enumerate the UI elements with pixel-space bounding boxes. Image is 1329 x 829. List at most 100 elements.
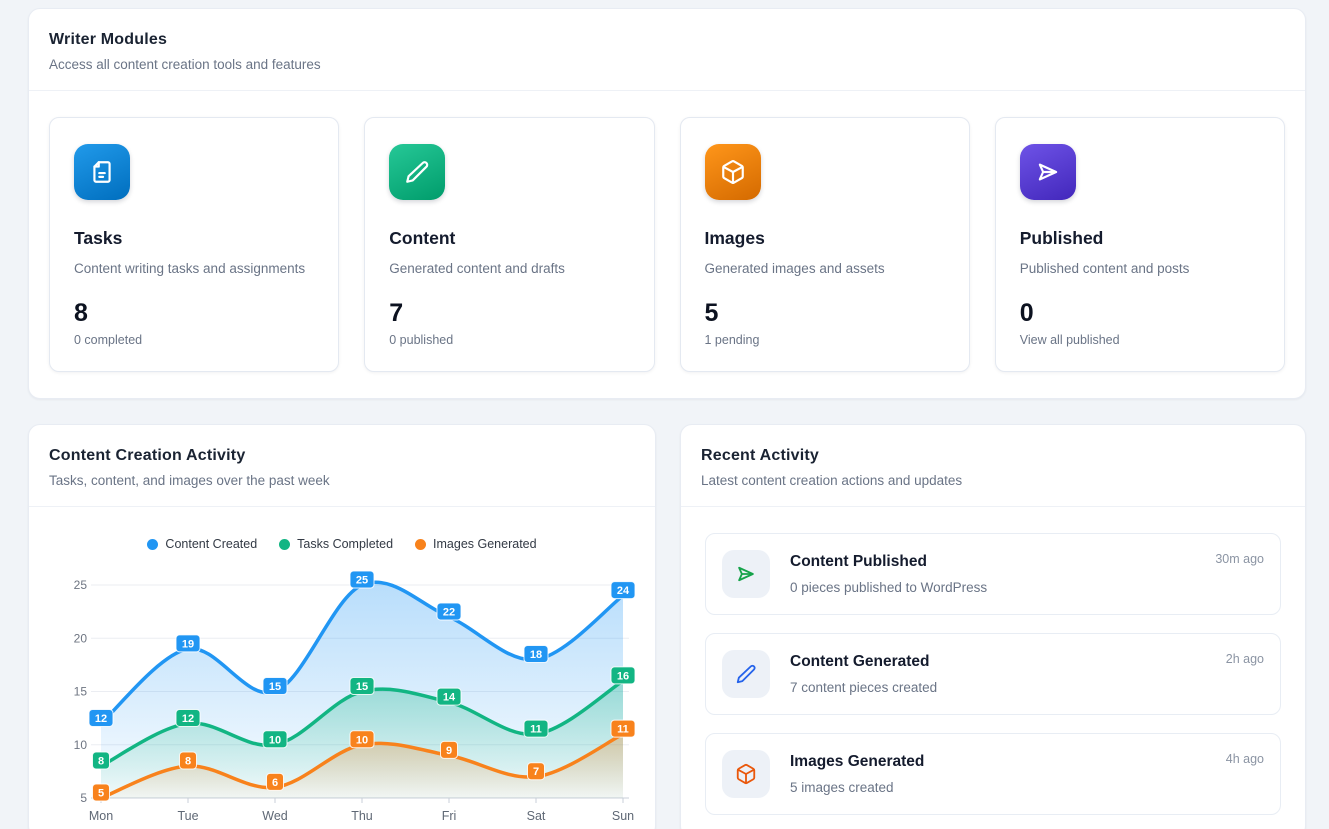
divider [681, 506, 1305, 508]
activity-item-content-published: Content Published 0 pieces published to … [705, 533, 1281, 616]
module-card-published[interactable]: Published Published content and posts 0 … [994, 117, 1285, 373]
file-icon [74, 144, 130, 200]
recent-activity-card: Recent Activity Latest content creation … [680, 424, 1306, 829]
module-count: 5 [704, 299, 719, 328]
legend-dot [415, 538, 427, 550]
svg-text:19: 19 [182, 639, 194, 651]
activity-title: Content Published [790, 553, 927, 571]
cube-icon [704, 144, 761, 200]
activity-timestamp: 4h ago [1225, 752, 1264, 767]
module-title: Published [1019, 228, 1104, 248]
activity-description: 7 content pieces created [790, 680, 938, 696]
svg-text:Mon: Mon [89, 809, 113, 823]
module-sublabel: 1 pending [704, 333, 760, 348]
svg-text:5: 5 [98, 788, 104, 800]
module-sublabel: View all published [1019, 333, 1120, 348]
module-count: 0 [1019, 299, 1034, 328]
svg-text:20: 20 [74, 631, 88, 645]
svg-text:8: 8 [98, 756, 104, 768]
writer-modules-subtitle: Access all content creation tools and fe… [49, 57, 321, 72]
activity-description: 0 pieces published to WordPress [790, 580, 988, 596]
legend-dot [279, 538, 291, 550]
activity-timestamp: 30m ago [1215, 552, 1264, 567]
svg-text:12: 12 [95, 713, 107, 725]
svg-text:15: 15 [269, 681, 281, 693]
divider [29, 506, 655, 508]
activity-chart-subtitle: Tasks, content, and images over the past… [49, 473, 330, 489]
svg-text:Sat: Sat [527, 809, 546, 823]
svg-text:Thu: Thu [351, 809, 373, 823]
activity-chart-svg: 5 10 15 20 25 Mon Tue Wed Thu Fri Sat Sun 12 19 15 25 22… [74, 570, 636, 823]
legend-dot [147, 538, 159, 550]
svg-text:14: 14 [443, 692, 456, 704]
chart-area: 5 10 15 20 25 Mon Tue Wed Thu Fri Sat Sun 12 19 15 25 22… [29, 563, 655, 829]
legend-item[interactable]: Images Generated [415, 537, 537, 551]
module-description: Generated content and drafts [389, 261, 565, 276]
cube-icon [722, 750, 770, 799]
activity-chart-header: Content Creation Activity Tasks, content… [29, 425, 655, 506]
modules-grid: Tasks Content writing tasks and assignme… [29, 91, 1305, 398]
svg-text:Fri: Fri [442, 809, 457, 823]
svg-text:16: 16 [617, 671, 629, 683]
svg-text:12: 12 [182, 713, 194, 725]
activity-item-images-generated: Images Generated 5 images created 4h ago [705, 733, 1281, 816]
svg-text:25: 25 [356, 575, 368, 587]
module-count: 7 [389, 299, 404, 328]
writer-modules-card: Writer Modules Access all content creati… [28, 8, 1306, 400]
activity-description: 5 images created [790, 780, 894, 796]
svg-text:11: 11 [617, 724, 629, 736]
pencil-icon [722, 650, 770, 699]
module-title: Images [704, 228, 765, 248]
activity-chart-title: Content Creation Activity [49, 447, 246, 465]
svg-text:15: 15 [74, 685, 88, 699]
svg-text:18: 18 [530, 649, 542, 661]
module-card-tasks[interactable]: Tasks Content writing tasks and assignme… [49, 117, 340, 373]
module-card-images[interactable]: Images Generated images and assets 5 1 p… [679, 117, 970, 373]
chart-legend: Content Created Tasks Completed Images Gen… [29, 537, 655, 551]
activity-item-content-generated: Content Generated 7 content pieces creat… [705, 633, 1281, 716]
legend-item[interactable]: Tasks Completed [279, 537, 393, 551]
module-sublabel: 0 completed [74, 333, 143, 348]
send-icon [1019, 144, 1076, 200]
module-sublabel: 0 published [389, 333, 454, 348]
svg-text:15: 15 [356, 681, 368, 693]
bottom-row: Content Creation Activity Tasks, content… [28, 424, 1306, 829]
module-description: Generated images and assets [704, 261, 885, 276]
send-icon [722, 550, 770, 599]
pencil-icon [389, 144, 446, 200]
svg-text:24: 24 [617, 585, 630, 597]
activity-list: Content Published 0 pieces published to … [681, 507, 1305, 829]
svg-text:Tue: Tue [177, 809, 198, 823]
svg-text:10: 10 [356, 734, 368, 746]
module-count: 8 [74, 299, 88, 328]
svg-text:22: 22 [443, 607, 455, 619]
writer-modules-title: Writer Modules [49, 31, 168, 48]
recent-activity-subtitle: Latest content creation actions and upda… [701, 473, 963, 489]
module-description: Content writing tasks and assignments [74, 261, 306, 276]
legend-item[interactable]: Content Created [147, 537, 257, 551]
activity-title: Images Generated [790, 753, 925, 771]
svg-text:10: 10 [74, 738, 88, 752]
module-title: Tasks [74, 228, 123, 248]
activity-chart-card: Content Creation Activity Tasks, content… [28, 424, 656, 829]
activity-title: Content Generated [790, 653, 930, 671]
module-card-content[interactable]: Content Generated content and drafts 7 0… [364, 117, 655, 373]
svg-text:8: 8 [185, 756, 191, 768]
activity-timestamp: 2h ago [1225, 652, 1264, 667]
recent-activity-title: Recent Activity [701, 447, 819, 465]
module-description: Published content and posts [1019, 261, 1190, 276]
svg-text:Sun: Sun [612, 809, 634, 823]
svg-text:11: 11 [530, 724, 542, 736]
svg-text:5: 5 [80, 791, 87, 805]
svg-text:Wed: Wed [262, 809, 288, 823]
svg-text:25: 25 [74, 578, 88, 592]
svg-text:10: 10 [269, 734, 281, 746]
svg-text:6: 6 [272, 777, 278, 789]
svg-text:9: 9 [446, 745, 452, 757]
svg-text:7: 7 [533, 766, 539, 778]
recent-activity-header: Recent Activity Latest content creation … [681, 425, 1305, 506]
module-title: Content [389, 228, 456, 248]
writer-modules-header: Writer Modules Access all content creati… [29, 9, 1305, 90]
divider [29, 90, 1305, 91]
